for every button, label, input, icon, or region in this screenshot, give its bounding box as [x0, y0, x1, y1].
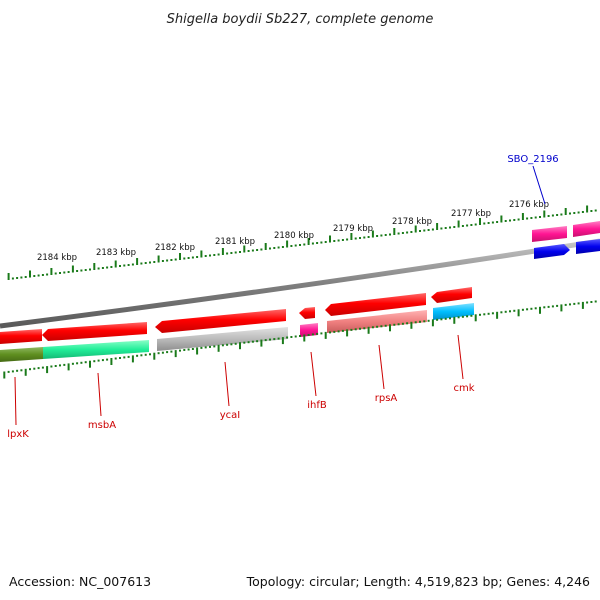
sbo2196-lower-feature[interactable]: [534, 244, 570, 259]
ruler-label-2176: 2176 kbp: [509, 200, 549, 210]
feature-track-lower: [0, 303, 474, 362]
map-title: Shigella boydii Sb227, complete genome: [167, 12, 434, 27]
cmk-lower-feature[interactable]: [433, 303, 474, 320]
sbo2196-feature[interactable]: [532, 226, 567, 242]
right-edge-lower-feature[interactable]: [576, 239, 600, 254]
ycai-leader: [224, 361, 230, 407]
gene-label-msba[interactable]: msbA: [88, 420, 116, 431]
ruler-labels: 2184 kbp 2183 kbp 2182 kbp 2181 kbp 2180…: [37, 200, 549, 263]
accession-text: Accession: NC_007613: [9, 574, 151, 589]
gene-label-lpxk[interactable]: lpxK: [7, 429, 29, 440]
ruler-label-2179: 2179 kbp: [333, 224, 373, 234]
cmk-leader: [457, 334, 464, 380]
ihfb-leader: [310, 351, 317, 397]
gene-label-ihfb[interactable]: ihfB: [307, 400, 327, 411]
msba-feature[interactable]: [42, 322, 147, 341]
genome-backbone: [0, 238, 600, 329]
ycai-lower-feature[interactable]: [157, 327, 288, 351]
gene-label-cmk[interactable]: cmk: [453, 383, 474, 394]
ruler-label-2182: 2182 kbp: [155, 243, 195, 253]
feature-track-upper: [0, 221, 600, 344]
ruler-label-2180: 2180 kbp: [274, 231, 314, 241]
gene-leader-lines: [14, 165, 546, 426]
cmk-feature[interactable]: [431, 287, 472, 303]
gene-label-rpsa[interactable]: rpsA: [375, 393, 398, 404]
msba-lower-feature[interactable]: [43, 340, 149, 359]
right-edge-feature[interactable]: [573, 221, 600, 237]
sbo2196-leader: [532, 165, 546, 205]
msba-leader: [97, 372, 102, 417]
ruler-label-2181: 2181 kbp: [215, 237, 255, 247]
ruler-label-2178: 2178 kbp: [392, 217, 432, 227]
rpsa-feature[interactable]: [325, 293, 426, 316]
ruler-label-2177: 2177 kbp: [451, 209, 491, 219]
gene-label-sbo2196[interactable]: SBO_2196: [507, 154, 558, 165]
lower-ruler: [3, 300, 597, 379]
ruler-label-2184: 2184 kbp: [37, 253, 77, 263]
upper-ruler: [7, 205, 597, 280]
lpxk-lower-feature[interactable]: [0, 347, 43, 362]
lpxk-feature[interactable]: [0, 329, 42, 344]
ruler-label-2183: 2183 kbp: [96, 248, 136, 258]
rpsa-leader: [378, 344, 385, 390]
ihfb-feature[interactable]: [299, 307, 315, 319]
gene-label-ycai[interactable]: ycaI: [220, 410, 241, 421]
rpsa-lower-feature[interactable]: [327, 310, 427, 333]
genome-summary-text: Topology: circular; Length: 4,519,823 bp…: [246, 574, 590, 589]
ycai-feature[interactable]: [155, 309, 286, 333]
lpxk-leader: [14, 376, 17, 426]
gene-labels: lpxK msbA ycaI ihfB rpsA cmk SBO_2196: [7, 154, 558, 440]
